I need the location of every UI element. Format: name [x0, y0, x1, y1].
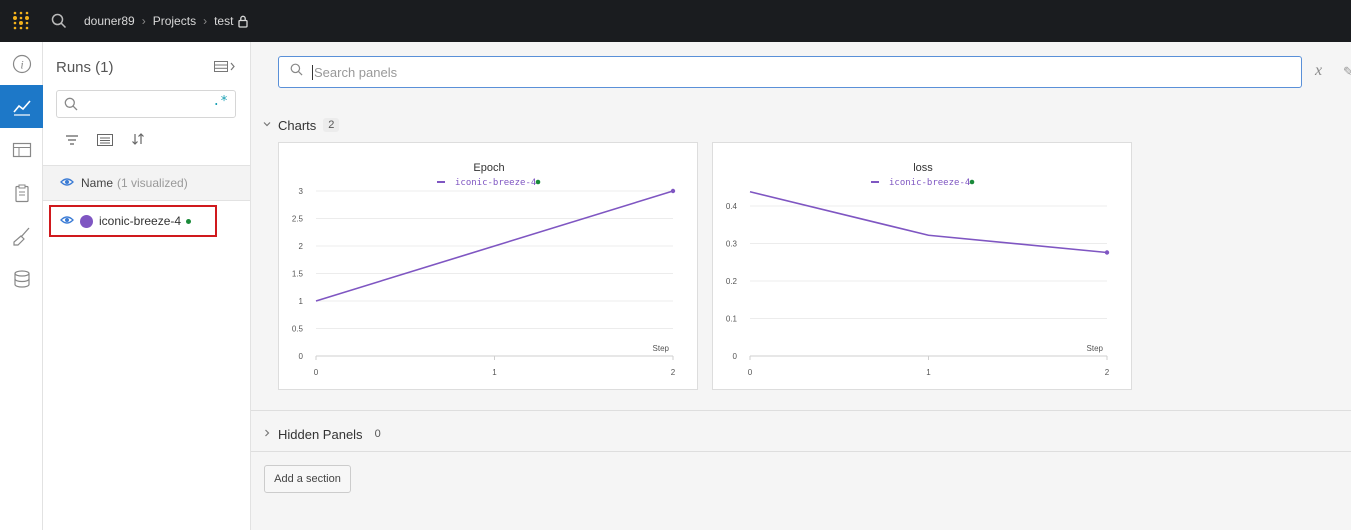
- runs-table-header: Name (1 visualized): [43, 165, 250, 201]
- y-tick-label: 2: [299, 242, 304, 251]
- y-tick-label: 0.1: [726, 315, 738, 324]
- section-divider: [251, 410, 1351, 411]
- breadcrumb: douner89 › Projects › test: [84, 14, 249, 28]
- section-divider: [251, 451, 1351, 452]
- add-section-button[interactable]: Add a section: [264, 465, 351, 493]
- artifacts-icon: [13, 269, 30, 288]
- data-point: [1104, 250, 1110, 255]
- section-hidden-panels[interactable]: Hidden Panels 0: [262, 425, 386, 443]
- runs-toolbar: [65, 132, 145, 151]
- report-icon: [14, 184, 29, 202]
- eye-icon[interactable]: [60, 212, 74, 230]
- nav-artifacts[interactable]: [0, 257, 43, 300]
- x-axis-label: Step: [653, 344, 670, 353]
- section-charts[interactable]: Charts 2: [262, 116, 340, 134]
- run-color-swatch[interactable]: [80, 214, 93, 228]
- eye-icon[interactable]: [60, 174, 74, 192]
- x-tick-label: 2: [671, 368, 676, 377]
- x-tick-label: 0: [314, 368, 319, 377]
- workspace: Search panels x ✎ Charts 2 Epoch iconic-b…: [251, 42, 1351, 530]
- run-status-indicator: [186, 218, 192, 224]
- nav-rail: i: [0, 42, 43, 530]
- x-axis-label: Step: [1087, 344, 1104, 353]
- y-tick-label: 1: [299, 297, 304, 306]
- chart-title: loss: [913, 162, 933, 174]
- top-bar: douner89 › Projects › test: [0, 0, 1351, 42]
- regex-toggle[interactable]: .*: [212, 94, 228, 109]
- chevron-right-icon: ›: [141, 14, 146, 28]
- line-chart: loss iconic-breeze-4 0 0.1 0.2 0.3 0.4 0 1 2 Step: [726, 162, 1110, 377]
- edit-icon[interactable]: ✎: [1343, 64, 1351, 79]
- sweep-icon: [12, 227, 29, 246]
- search-icon[interactable]: [42, 0, 76, 42]
- info-icon: i: [12, 54, 31, 73]
- filter-icon[interactable]: [65, 133, 79, 151]
- lock-icon: [238, 15, 249, 28]
- chevron-right-icon: [262, 425, 272, 443]
- runs-search-input[interactable]: .*: [56, 90, 236, 118]
- wandb-logo-icon[interactable]: [0, 0, 42, 42]
- x-tick-label: 1: [492, 368, 497, 377]
- section-count: 2: [323, 118, 340, 132]
- y-tick-label: 0.4: [726, 202, 738, 211]
- x-tick-label: 0: [748, 368, 753, 377]
- runs-title: Runs (1): [56, 59, 114, 76]
- y-tick-label: 0: [733, 352, 738, 361]
- search-icon: [64, 97, 78, 116]
- line-chart: Epoch iconic-breeze-4 0 0.5 1 1.5 2 2.5 3 0 1 2 Step: [292, 162, 676, 377]
- sort-icon[interactable]: [131, 132, 145, 151]
- table-icon: [12, 142, 31, 157]
- nav-table[interactable]: [0, 128, 43, 171]
- chevron-right-icon: ›: [203, 14, 208, 28]
- section-label: Hidden Panels: [278, 426, 363, 442]
- name-column-header[interactable]: Name: [81, 176, 114, 190]
- section-count: 0: [374, 428, 381, 440]
- y-tick-label: 0.5: [292, 325, 304, 334]
- search-icon: [290, 63, 303, 81]
- legend-label: iconic-breeze-4: [455, 178, 536, 188]
- y-tick-label: 2.5: [292, 215, 304, 224]
- nav-sweeps[interactable]: [0, 214, 43, 257]
- series-line: [315, 190, 674, 302]
- chart-title: Epoch: [473, 162, 504, 174]
- nav-charts[interactable]: [0, 85, 43, 128]
- legend-label: iconic-breeze-4: [889, 178, 970, 188]
- breadcrumb-user[interactable]: douner89: [84, 14, 135, 28]
- legend-status-dot: [969, 179, 975, 185]
- y-tick-label: 1.5: [292, 270, 304, 279]
- series-line: [749, 190, 1108, 254]
- search-placeholder: Search panels: [314, 64, 398, 80]
- x-axis-settings-icon[interactable]: x: [1315, 62, 1323, 79]
- nav-reports[interactable]: [0, 171, 43, 214]
- group-icon[interactable]: [97, 133, 113, 151]
- svg-text:i: i: [20, 57, 23, 71]
- text-cursor: [312, 64, 313, 80]
- run-row[interactable]: iconic-breeze-4: [49, 205, 217, 237]
- section-label: Charts: [278, 117, 317, 133]
- search-panels-input[interactable]: Search panels: [278, 56, 1302, 88]
- x-tick-label: 1: [926, 368, 931, 377]
- run-name[interactable]: iconic-breeze-4: [99, 214, 182, 228]
- y-tick-label: 0: [299, 352, 304, 361]
- breadcrumb-projects[interactable]: Projects: [152, 14, 197, 28]
- expand-runs-table-icon[interactable]: [214, 60, 236, 79]
- chart-panel-epoch[interactable]: Epoch iconic-breeze-4 0 0.5 1 1.5 2 2.5 3 0 1 2 Step: [278, 142, 698, 390]
- chevron-down-icon: [262, 116, 272, 134]
- chart-icon: [12, 99, 31, 116]
- runs-panel: Runs (1) .* Name (1 visualized) iconic-b…: [43, 42, 251, 530]
- legend-status-dot: [535, 179, 541, 185]
- y-tick-label: 0.2: [726, 277, 738, 286]
- chart-panel-loss[interactable]: loss iconic-breeze-4 0 0.1 0.2 0.3 0.4 0 1 2 Step: [712, 142, 1132, 390]
- visualized-count: (1 visualized): [117, 176, 188, 190]
- y-tick-label: 0.3: [726, 240, 738, 249]
- nav-overview[interactable]: i: [0, 42, 43, 85]
- data-point: [670, 188, 676, 194]
- x-tick-label: 2: [1105, 368, 1110, 377]
- y-tick-label: 3: [299, 187, 304, 196]
- breadcrumb-project[interactable]: test: [214, 14, 234, 28]
